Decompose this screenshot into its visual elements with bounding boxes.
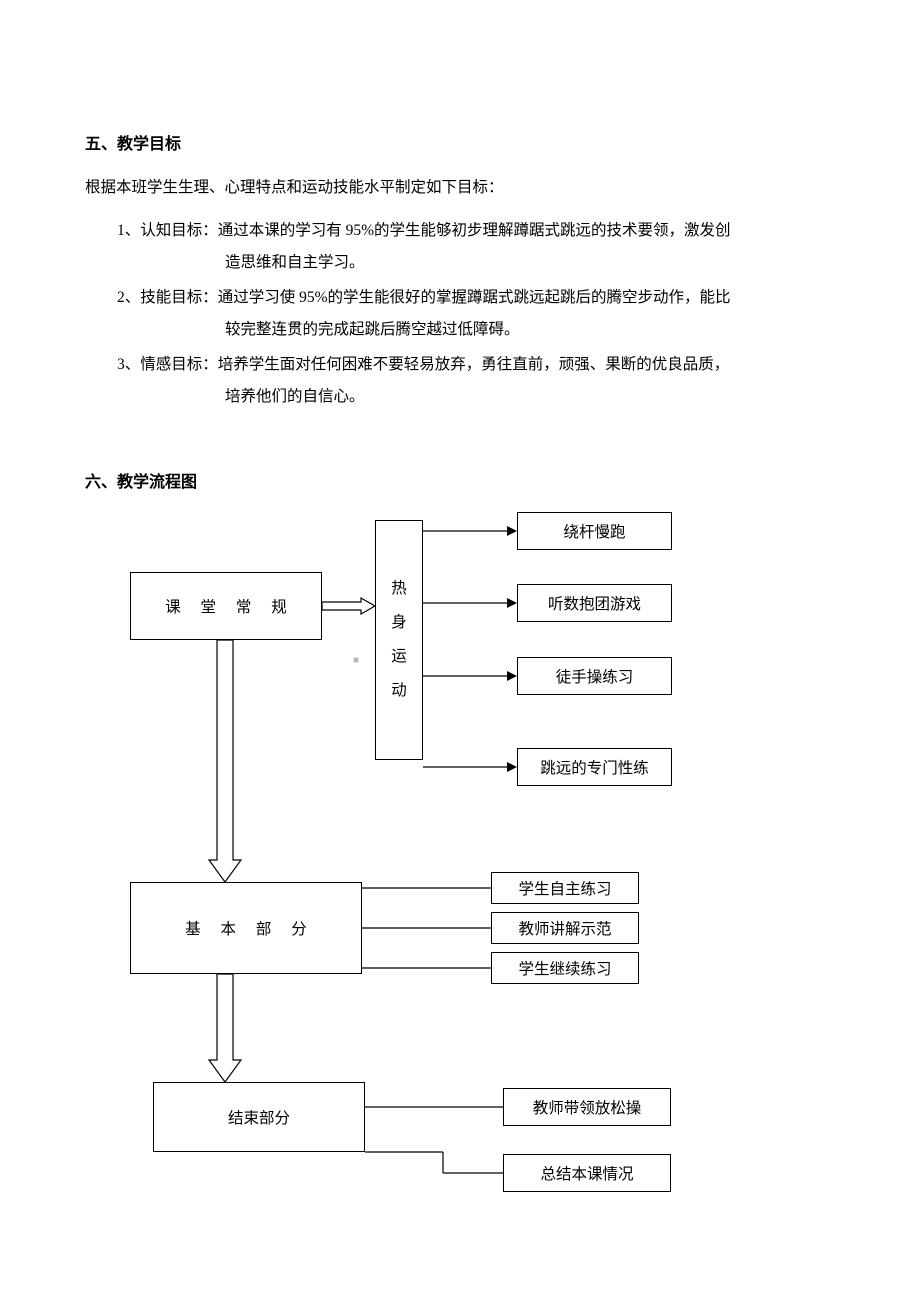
flow-node-end: 结束部分 [153, 1082, 365, 1152]
goal-text-cont: 造思维和自主学习。 [117, 247, 835, 280]
goal-text: 通过学习使 95%的学生能很好的掌握蹲踞式跳远起跳后的腾空步动作，能比 [218, 289, 731, 306]
goal-text-cont: 培养他们的自信心。 [117, 381, 835, 414]
section5-heading: 五、教学目标 [85, 130, 835, 154]
flow-node-around: 绕杆慢跑 [517, 512, 672, 550]
flow-node-summary: 总结本课情况 [503, 1154, 671, 1192]
flow-node-relax: 教师带领放松操 [503, 1088, 671, 1126]
goal-item: 2、技能目标：通过学习使 95%的学生能很好的掌握蹲踞式跳远起跳后的腾空步动作，… [117, 282, 835, 347]
goal-item: 3、情感目标：培养学生面对任何困难不要轻易放弃，勇往直前，顽强、果断的优良品质，… [117, 349, 835, 414]
flow-node-warmup: 热身运动 [375, 520, 423, 760]
goal-label: 1、认知目标： [117, 222, 218, 239]
flow-node-basic: 基 本 部 分 [130, 882, 362, 974]
goal-text: 通过本课的学习有 95%的学生能够初步理解蹲踞式跳远的技术要领，激发创 [218, 222, 731, 239]
goal-text-cont: 较完整连贯的完成起跳后腾空越过低障碍。 [117, 314, 835, 347]
flow-node-classroom: 课 堂 常 规 [130, 572, 322, 640]
goal-label: 3、情感目标： [117, 356, 218, 373]
flow-node-contprac: 学生继续练习 [491, 952, 639, 984]
flow-node-selfprac: 学生自主练习 [491, 872, 639, 904]
goal-text: 培养学生面对任何困难不要轻易放弃，勇往直前，顽强、果断的优良品质， [218, 356, 730, 373]
flow-node-freehand: 徒手操练习 [517, 657, 672, 695]
goal-list: 1、认知目标：通过本课的学习有 95%的学生能够初步理解蹲踞式跳远的技术要领，激… [85, 215, 835, 414]
section6-heading: 六、教学流程图 [85, 468, 835, 492]
flow-node-group: 听数抱团游戏 [517, 584, 672, 622]
flow-node-teacher: 教师讲解示范 [491, 912, 639, 944]
flowchart: 课 堂 常 规 热身运动 绕杆慢跑听数抱团游戏徒手操练习跳远的专门性练基 本 部 分… [85, 512, 835, 1232]
page-marker: ■ [353, 655, 360, 666]
document-page: 五、教学目标 根据本班学生生理、心理特点和运动技能水平制定如下目标： 1、认知目… [0, 0, 920, 1292]
flow-node-special: 跳远的专门性练 [517, 748, 672, 786]
goal-item: 1、认知目标：通过本课的学习有 95%的学生能够初步理解蹲踞式跳远的技术要领，激… [117, 215, 835, 280]
section5-intro: 根据本班学生生理、心理特点和运动技能水平制定如下目标： [85, 172, 835, 205]
goal-label: 2、技能目标： [117, 289, 218, 306]
